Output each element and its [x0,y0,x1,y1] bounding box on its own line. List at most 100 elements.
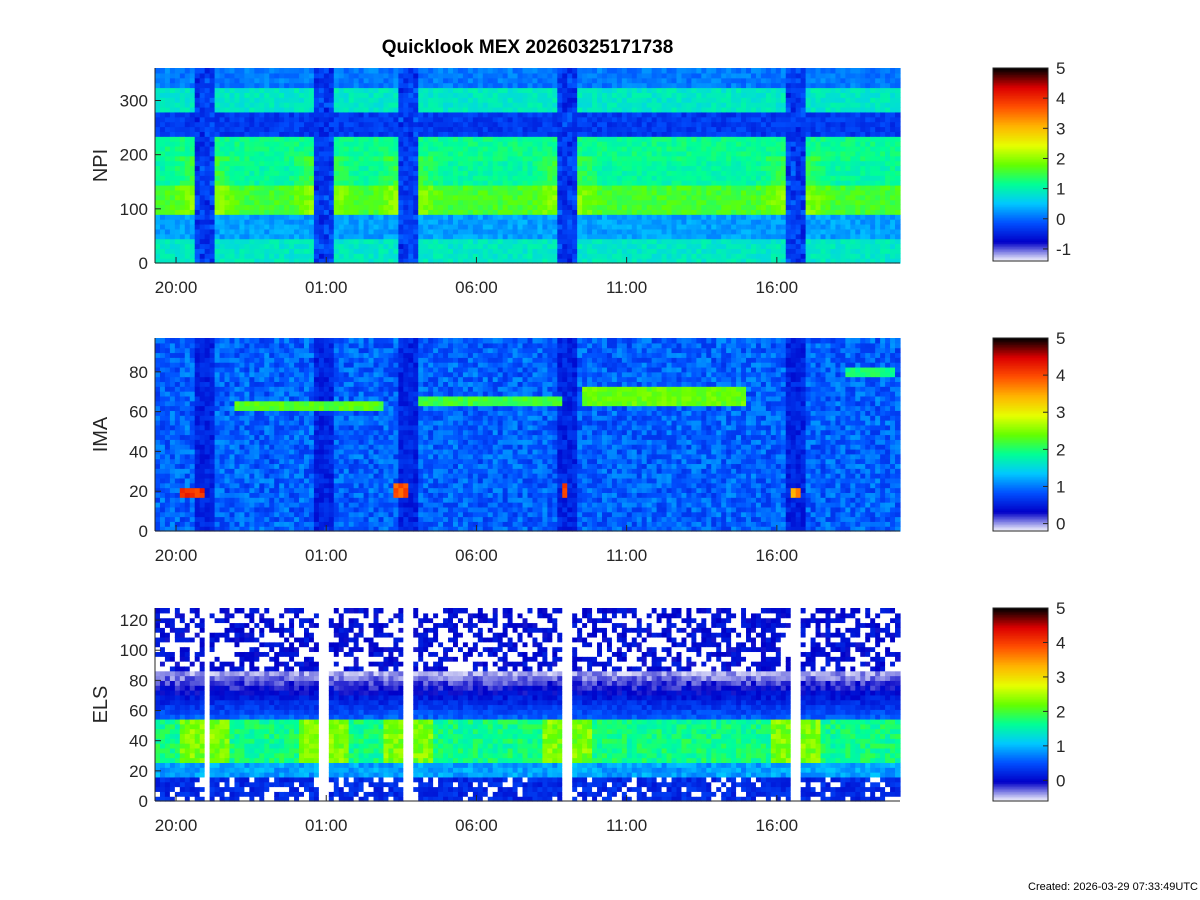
spectrogram-cell [756,219,762,224]
spectrogram-cell [478,127,484,132]
spectrogram-cell [513,141,519,146]
spectrogram-cell [388,107,394,112]
spectrogram-cell [716,180,722,185]
spectrogram-cell [220,127,226,132]
spectrogram-cell [279,78,285,83]
spectrogram-cell [428,97,434,102]
spectrogram-cell [602,117,608,122]
spectrogram-cell [741,117,747,122]
spectrogram-cell [185,127,191,132]
spectrogram-cell [677,88,683,93]
spectrogram-cell [210,127,216,132]
spectrogram-cell [443,234,449,239]
spectrogram-cell [537,161,543,166]
spectrogram-cell [383,229,389,234]
spectrogram-cell [364,156,370,161]
spectrogram-cell [220,102,226,107]
spectrogram-cell [438,141,444,146]
spectrogram-cell [711,229,717,234]
spectrogram-cell [622,78,628,83]
spectrogram-cell [304,68,310,73]
spectrogram-cell [557,175,563,180]
spectrogram-cell [299,78,305,83]
spectrogram-cell [602,73,608,78]
spectrogram-cell [577,185,583,190]
spectrogram-cell [547,136,553,141]
spectrogram-cell [463,127,469,132]
spectrogram-cell [195,107,201,112]
spectrogram-cell [493,161,499,166]
spectrogram-cell [309,146,315,151]
spectrogram-cell [493,244,499,249]
spectrogram-cell [274,102,280,107]
spectrogram-cell [622,127,628,132]
spectrogram-cell [483,219,489,224]
spectrogram-cell [230,239,236,244]
spectrogram-cell [622,136,628,141]
spectrogram-cell [741,175,747,180]
spectrogram-cell [349,229,355,234]
spectrogram-cell [349,151,355,156]
spectrogram-cell [677,102,683,107]
spectrogram-cell [244,107,250,112]
spectrogram-cell [364,68,370,73]
spectrogram-cell [304,117,310,122]
spectrogram-cell [354,248,360,253]
spectrogram-cell [483,136,489,141]
spectrogram-cell [726,107,732,112]
spectrogram-cell [468,68,474,73]
spectrogram-cell [448,141,454,146]
spectrogram-cell [488,224,494,229]
spectrogram-cell [423,234,429,239]
spectrogram-cell [766,209,772,214]
spectrogram-cell [185,234,191,239]
spectrogram-cell [771,166,777,171]
spectrogram-cell [274,112,280,117]
spectrogram-cell [239,122,245,127]
spectrogram-cell [652,131,658,136]
spectrogram-cell [577,117,583,122]
spectrogram-cell [602,219,608,224]
spectrogram-cell [716,224,722,229]
spectrogram-cell [334,253,340,258]
spectrogram-cell [498,239,504,244]
spectrogram-cell [339,151,345,156]
spectrogram-cell [418,195,424,200]
spectrogram-cell [433,92,439,97]
spectrogram-cell [721,156,727,161]
spectrogram-cell [244,195,250,200]
spectrogram-cell [478,112,484,117]
spectrogram-cell [657,112,663,117]
spectrogram-cell [170,141,176,146]
spectrogram-cell [274,78,280,83]
spectrogram-cell [582,78,588,83]
spectrogram-cell [299,253,305,258]
spectrogram-cell [602,248,608,253]
spectrogram-cell [354,234,360,239]
spectrogram-cell [746,170,752,175]
spectrogram-cell [587,97,593,102]
spectrogram-cell [165,78,171,83]
spectrogram-cell [239,151,245,156]
spectrogram-cell [711,102,717,107]
spectrogram-cell [642,83,648,88]
spectrogram-cell [393,73,399,78]
spectrogram-cell [567,195,573,200]
spectrogram-cell [706,102,712,107]
spectrogram-cell [751,170,757,175]
spectrogram-cell [498,205,504,210]
spectrogram-cell [294,146,300,151]
spectrogram-cell [691,146,697,151]
spectrogram-cell [210,175,216,180]
spectrogram-cell [160,253,166,258]
spectrogram-cell [622,131,628,136]
spectrogram-cell [716,205,722,210]
spectrogram-cell [662,151,668,156]
spectrogram-cell [488,156,494,161]
spectrogram-cell [696,166,702,171]
spectrogram-cell [433,170,439,175]
spectrogram-cell [691,83,697,88]
spectrogram-cell [761,112,767,117]
spectrogram-cell [180,248,186,253]
spectrogram-cell [244,68,250,73]
